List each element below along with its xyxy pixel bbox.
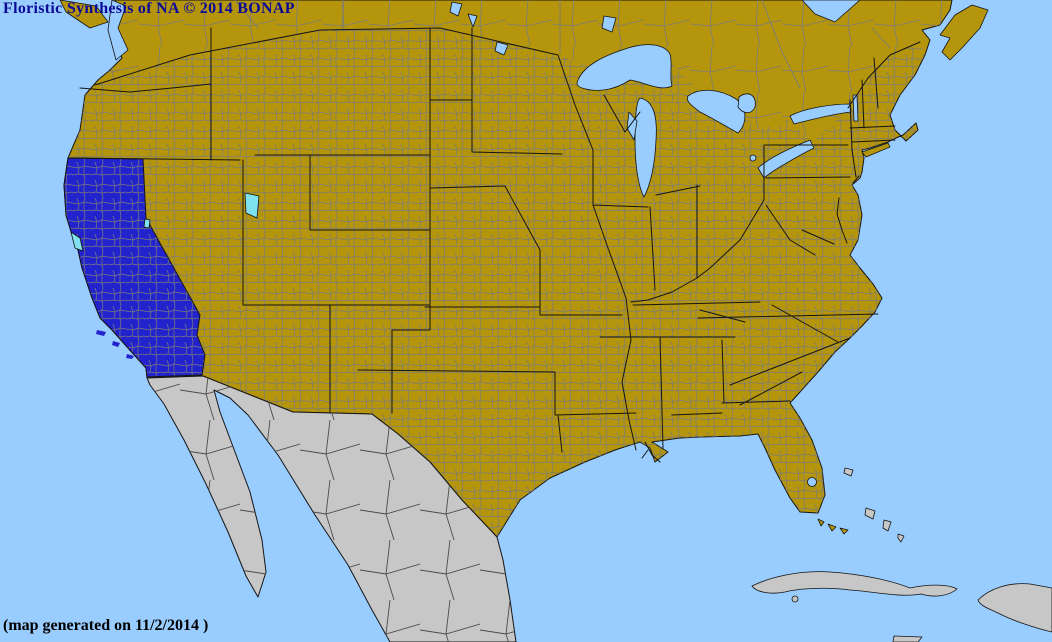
map-footer: (map generated on 11/2/2014 ) xyxy=(3,617,209,634)
region-california xyxy=(63,157,206,378)
florida-keys xyxy=(817,518,849,535)
eastern-state-borders xyxy=(557,41,921,451)
state-borders xyxy=(67,0,921,453)
lake-ontario xyxy=(789,103,852,125)
st-lawrence-estuary xyxy=(801,0,861,23)
region-cuba xyxy=(751,571,958,597)
channel-islands xyxy=(96,330,134,359)
foreign-regions xyxy=(146,375,1052,642)
lake-huron xyxy=(686,89,746,134)
long-island xyxy=(861,142,891,158)
landmass-us-canada xyxy=(59,0,989,538)
lake-okeechobee xyxy=(807,477,817,487)
jamaica xyxy=(892,635,923,642)
red-lake xyxy=(494,41,509,56)
bahamas xyxy=(843,467,905,543)
lake-superior xyxy=(576,44,673,91)
lake-champlain xyxy=(852,94,859,122)
lake-nipigon xyxy=(601,15,617,33)
map-title: Floristic Synthesis of NA © 2014 BONAP xyxy=(3,0,295,17)
region-hispaniola xyxy=(977,583,1052,633)
chesapeake-bay xyxy=(836,175,860,244)
great-salt-lake xyxy=(244,192,260,219)
lake-tahoe xyxy=(143,218,151,229)
lake-winnipeg-south xyxy=(449,1,463,17)
mississippi-delta xyxy=(641,441,661,463)
canada-province-borders xyxy=(234,0,891,89)
nova-scotia xyxy=(939,4,989,61)
lake-erie xyxy=(757,139,815,179)
lakes-and-waterways xyxy=(70,0,861,487)
georgian-bay xyxy=(737,93,756,114)
puget-sound xyxy=(107,0,129,61)
vancouver-island xyxy=(59,0,109,29)
san-francisco-bay xyxy=(70,231,84,252)
lake-of-the-woods xyxy=(467,13,478,28)
lake-st-clair xyxy=(749,154,757,162)
isla-juventud xyxy=(791,595,799,603)
western-state-borders xyxy=(67,27,637,453)
